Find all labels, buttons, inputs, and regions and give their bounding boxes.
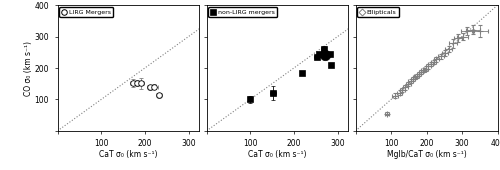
Legend: non-LIRG mergers: non-LIRG mergers	[208, 7, 277, 17]
X-axis label: CaT σ₀ (km s⁻¹): CaT σ₀ (km s⁻¹)	[248, 150, 307, 159]
Legend: LIRG Mergers: LIRG Mergers	[60, 7, 113, 17]
X-axis label: MgIb/CaT σ₀ (km s⁻¹): MgIb/CaT σ₀ (km s⁻¹)	[386, 150, 466, 159]
Y-axis label: CO σ₀ (km s⁻¹): CO σ₀ (km s⁻¹)	[24, 40, 33, 96]
Legend: Ellipticals: Ellipticals	[358, 7, 399, 17]
X-axis label: CaT σ₀ (km s⁻¹): CaT σ₀ (km s⁻¹)	[99, 150, 158, 159]
